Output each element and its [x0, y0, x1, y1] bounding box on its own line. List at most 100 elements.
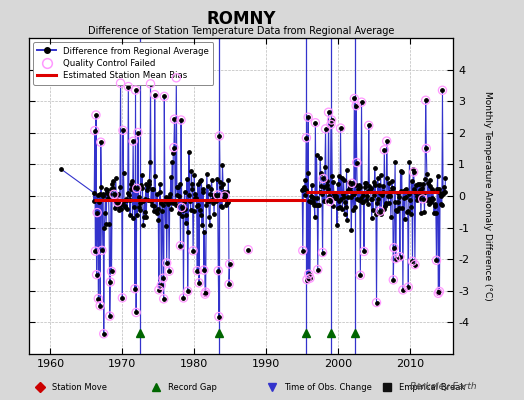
Point: [409, 169, 418, 175]
Point: [357, 99, 366, 105]
Point: [166, 199, 174, 205]
Point: [373, 200, 381, 206]
Point: [175, 193, 183, 200]
Point: [106, 279, 115, 285]
Point: [160, 93, 169, 100]
Point: [353, 159, 361, 166]
Point: [112, 195, 121, 201]
Point: [423, 197, 432, 203]
Point: [144, 184, 152, 190]
Point: [312, 202, 320, 208]
Point: [116, 80, 125, 86]
Point: [399, 287, 407, 293]
Point: [385, 180, 394, 186]
Point: [149, 208, 158, 215]
Point: [166, 191, 174, 197]
Point: [152, 207, 160, 214]
Point: [121, 202, 129, 209]
Point: [209, 192, 217, 198]
Point: [212, 197, 221, 203]
Point: [146, 81, 155, 87]
Point: [431, 201, 439, 207]
Point: [371, 182, 379, 188]
Point: [373, 299, 381, 306]
Point: [342, 167, 351, 174]
Point: [367, 214, 376, 221]
Point: [107, 186, 115, 192]
Point: [427, 182, 435, 189]
Point: [359, 192, 367, 198]
Point: [176, 181, 184, 187]
Point: [338, 205, 346, 212]
Point: [332, 192, 340, 199]
Point: [436, 192, 445, 199]
Point: [225, 261, 234, 267]
Point: [244, 246, 253, 253]
Point: [404, 284, 412, 290]
Point: [170, 144, 178, 151]
Point: [165, 268, 173, 274]
Point: [427, 199, 435, 205]
Point: [414, 196, 423, 202]
Point: [348, 180, 356, 186]
Text: Empirical Break: Empirical Break: [399, 382, 466, 392]
Point: [421, 176, 429, 182]
Point: [341, 199, 350, 205]
Point: [100, 330, 108, 337]
Point: [157, 282, 166, 288]
Point: [119, 127, 127, 134]
Point: [316, 170, 325, 176]
Point: [394, 198, 402, 205]
Point: [389, 277, 398, 283]
Point: [187, 168, 195, 174]
Point: [159, 275, 167, 282]
Point: [162, 260, 171, 266]
Point: [200, 228, 209, 235]
Point: [352, 182, 360, 188]
Point: [316, 155, 324, 161]
Point: [390, 199, 399, 205]
Point: [104, 190, 113, 197]
Point: [117, 206, 125, 213]
Point: [429, 188, 437, 194]
Point: [356, 184, 364, 190]
Point: [374, 175, 382, 181]
Point: [90, 189, 98, 196]
Point: [174, 184, 182, 190]
Point: [436, 190, 444, 197]
Point: [400, 216, 409, 222]
Point: [216, 179, 224, 186]
Point: [146, 81, 155, 87]
Point: [432, 209, 440, 216]
Point: [219, 162, 227, 169]
Point: [119, 170, 128, 176]
Point: [337, 196, 345, 202]
Point: [165, 268, 173, 274]
Point: [100, 330, 108, 337]
Point: [352, 102, 361, 109]
Point: [150, 92, 159, 98]
Point: [114, 191, 122, 198]
Point: [383, 138, 391, 144]
Point: [413, 193, 421, 199]
Point: [142, 214, 150, 220]
Point: [97, 183, 105, 190]
Point: [309, 194, 318, 201]
Point: [167, 174, 175, 180]
Point: [370, 192, 378, 198]
Point: [91, 128, 99, 134]
Point: [299, 248, 307, 254]
Point: [119, 127, 127, 134]
Point: [304, 114, 312, 120]
Point: [172, 74, 180, 81]
Point: [214, 268, 223, 274]
Point: [223, 189, 232, 195]
Point: [362, 196, 370, 203]
Point: [124, 84, 133, 90]
Point: [319, 249, 327, 256]
Point: [419, 196, 427, 202]
Point: [396, 254, 404, 260]
Point: [143, 186, 151, 193]
Point: [304, 271, 313, 277]
Point: [309, 199, 317, 205]
